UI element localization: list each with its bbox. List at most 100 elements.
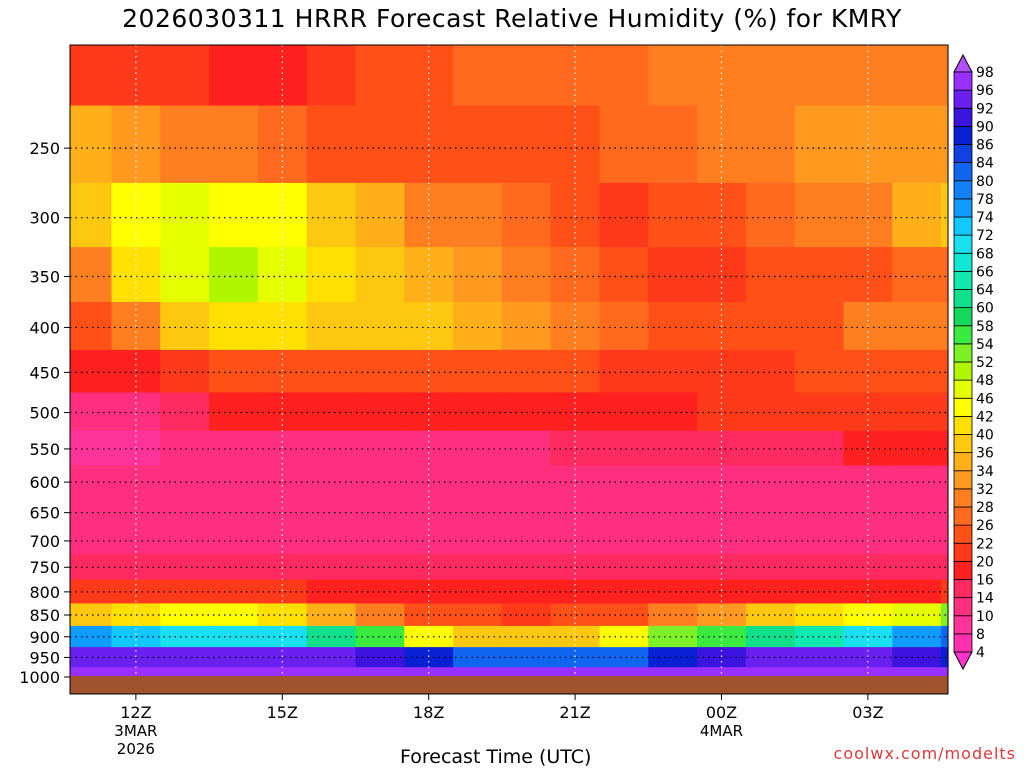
- heatmap-cell: [257, 625, 308, 648]
- heatmap-cell: [843, 667, 893, 677]
- heatmap-cell: [70, 497, 113, 528]
- heatmap-cell: [453, 392, 503, 432]
- colorbar-swatch: [953, 560, 973, 580]
- colorbar-swatch: [953, 615, 973, 635]
- heatmap-cell: [599, 579, 649, 605]
- heatmap-cell: [70, 667, 113, 677]
- heatmap-cell: [209, 603, 259, 627]
- colorbar-label: 60: [976, 301, 994, 317]
- heatmap-cell: [648, 247, 698, 303]
- heatmap-cell: [160, 625, 210, 648]
- heatmap-cell: [160, 105, 210, 184]
- plot-frame: [69, 44, 949, 695]
- x-tick-label: 21Z: [559, 703, 590, 722]
- ground-below-surface: [70, 676, 948, 694]
- heatmap-cell: [941, 45, 949, 107]
- heatmap-cell: [745, 667, 796, 677]
- heatmap-cell: [648, 667, 698, 677]
- y-tick-label: 250: [29, 139, 60, 158]
- heatmap-cell: [941, 349, 949, 394]
- colorbar-swatch: [953, 107, 973, 127]
- y-tick-label: 350: [29, 267, 60, 286]
- heatmap-cell: [599, 647, 649, 668]
- y-tick-label: 900: [29, 628, 60, 647]
- heatmap-cell: [599, 430, 649, 467]
- heatmap-cell: [209, 647, 259, 668]
- colorbar-label: 34: [976, 464, 994, 480]
- heatmap-cell: [160, 579, 210, 605]
- heatmap-cell: [404, 667, 454, 677]
- heatmap-cell: [892, 392, 942, 432]
- heatmap-cell: [306, 301, 357, 351]
- heatmap-cell: [648, 497, 698, 528]
- heatmap-cell: [745, 45, 796, 107]
- heatmap-cell: [70, 392, 113, 432]
- colorbar-label: 54: [976, 337, 994, 353]
- colorbar-swatch: [953, 361, 973, 381]
- heatmap-cell: [160, 45, 210, 107]
- heatmap-cell: [209, 301, 259, 351]
- heatmap-cell: [599, 392, 649, 432]
- heatmap-cell: [501, 182, 552, 248]
- heatmap-cell: [257, 579, 308, 605]
- colorbar-swatch: [953, 325, 973, 345]
- colorbar-label: 64: [976, 283, 994, 299]
- heatmap-cell: [745, 392, 796, 432]
- colorbar-swatch: [953, 343, 973, 363]
- heatmap-cell: [648, 465, 698, 498]
- heatmap-cell: [453, 105, 503, 184]
- colorbar-label: 26: [976, 518, 994, 534]
- heatmap-cell: [306, 182, 357, 248]
- y-tick-label: 600: [29, 473, 60, 492]
- heatmap-cell: [160, 182, 210, 248]
- colorbar-swatch: [953, 524, 973, 544]
- heatmap-cell: [70, 247, 113, 303]
- heatmap-cell: [306, 554, 357, 581]
- y-tick-label: 850: [29, 606, 60, 625]
- grid-lines: [70, 45, 948, 676]
- heatmap-cell: [745, 497, 796, 528]
- heatmap-cell: [209, 625, 259, 648]
- heatmap-cell: [453, 349, 503, 394]
- heatmap-cell: [355, 526, 405, 555]
- heatmap-cell: [794, 301, 845, 351]
- heatmap-cell: [209, 105, 259, 184]
- colorbar-label: 16: [976, 573, 994, 589]
- heatmap-cell: [794, 45, 845, 107]
- heatmap-cell: [550, 647, 601, 668]
- heatmap-cell: [306, 667, 357, 677]
- heatmap-cell: [209, 247, 259, 303]
- heatmap-cell: [70, 625, 113, 648]
- x-tick-sublabel: 2026: [117, 740, 155, 758]
- heatmap-cell: [501, 45, 552, 107]
- heatmap-cell: [892, 247, 942, 303]
- heatmap-cell: [111, 45, 161, 107]
- heatmap-cell: [745, 647, 796, 668]
- y-tick-label: 450: [29, 363, 60, 382]
- heatmap-cell: [453, 182, 503, 248]
- heatmap-cell: [160, 526, 210, 555]
- colorbar-label: 36: [976, 446, 994, 462]
- colorbar-swatch: [953, 180, 973, 200]
- heatmap-cell: [404, 349, 454, 394]
- colorbar-swatch: [953, 506, 973, 526]
- source-credit: coolwx.com/modelts: [833, 744, 1016, 763]
- heatmap-cell: [599, 625, 649, 648]
- colorbar-swatch: [953, 415, 973, 435]
- colorbar-label: 98: [976, 65, 994, 81]
- heatmap-cell: [794, 247, 845, 303]
- heatmap-cell: [501, 301, 552, 351]
- heatmap-cell: [306, 430, 357, 467]
- heatmap-cell: [648, 301, 698, 351]
- colorbar-swatch: [953, 71, 973, 91]
- heatmap-cell: [599, 554, 649, 581]
- y-tick-label: 1000: [19, 668, 60, 687]
- heatmap-cell: [257, 647, 308, 668]
- colorbar-swatch: [953, 89, 973, 109]
- colorbar-label: 22: [976, 536, 994, 552]
- heatmap-cell: [941, 247, 949, 303]
- heatmap-cell: [697, 465, 747, 498]
- heatmap-cell: [355, 465, 405, 498]
- heatmap-cell: [550, 625, 601, 648]
